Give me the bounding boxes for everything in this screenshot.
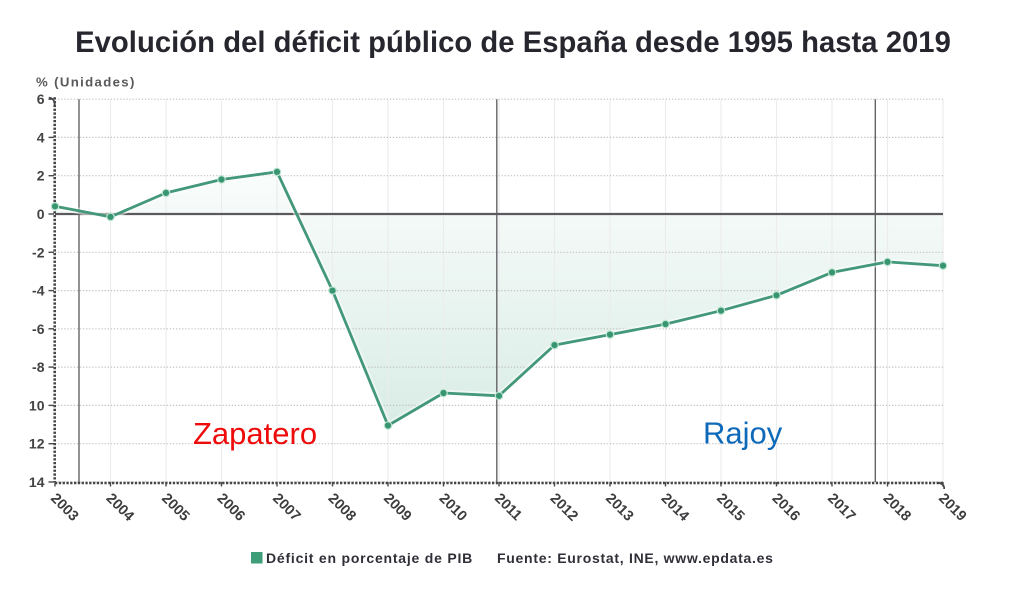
svg-text:-2: -2 xyxy=(32,244,45,260)
svg-text:6: 6 xyxy=(37,91,45,107)
svg-text:10: 10 xyxy=(29,397,45,413)
svg-text:12: 12 xyxy=(29,436,45,452)
svg-text:2: 2 xyxy=(37,168,45,184)
svg-text:Zapatero: Zapatero xyxy=(193,416,317,451)
svg-text:4: 4 xyxy=(37,129,45,145)
svg-text:% (Unidades): % (Unidades) xyxy=(36,75,136,90)
svg-text:-6: -6 xyxy=(32,321,45,337)
svg-text:-4: -4 xyxy=(32,283,45,299)
svg-text:14: 14 xyxy=(29,474,45,490)
svg-text:Evolución del déficit público: Evolución del déficit público de España … xyxy=(75,27,951,59)
svg-text:Fuente: Eurostat, INE, www.epd: Fuente: Eurostat, INE, www.epdata.es xyxy=(497,550,774,566)
svg-text:Rajoy: Rajoy xyxy=(703,416,783,451)
svg-text:0: 0 xyxy=(37,206,45,222)
svg-text:Déficit en porcentaje de PIB: Déficit en porcentaje de PIB xyxy=(266,550,473,566)
svg-text:-8: -8 xyxy=(32,359,45,375)
